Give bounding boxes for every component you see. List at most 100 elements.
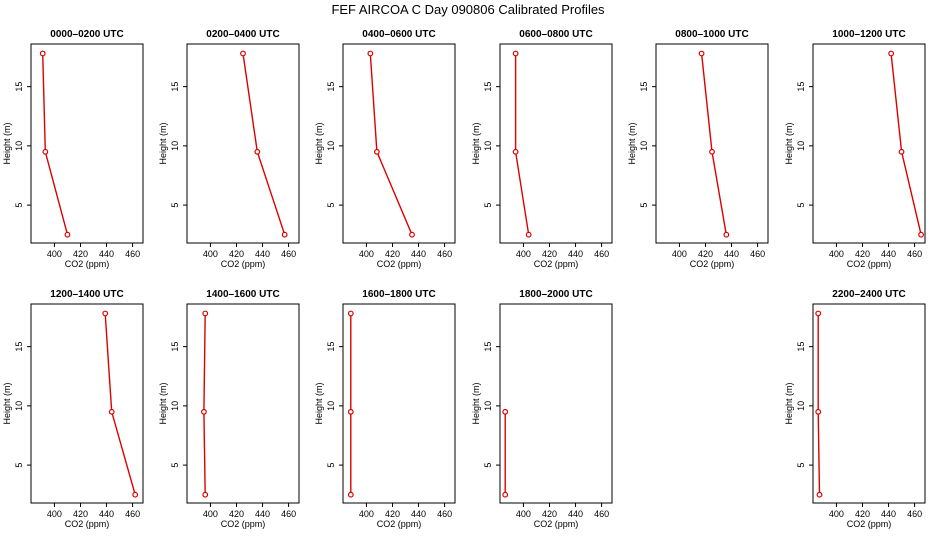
panel-title: 1200–1400 UTC [50, 289, 123, 300]
plot-frame [499, 43, 613, 244]
x-axis-label: CO2 (ppm) [847, 519, 892, 529]
x-tick-label: 440 [255, 509, 270, 519]
y-tick-label: 10 [170, 141, 180, 151]
data-point [201, 408, 207, 415]
y-tick-label: 10 [639, 141, 649, 151]
panel-title: 0000–0200 UTC [50, 29, 123, 40]
x-tick-label: 400 [829, 249, 844, 259]
x-tick-label: 400 [359, 249, 374, 259]
profile-line [514, 53, 530, 235]
data-point [709, 148, 715, 155]
x-tick-label: 460 [125, 509, 140, 519]
plot-frame [30, 303, 144, 504]
data-point [367, 50, 374, 57]
plot-frame [30, 43, 144, 244]
x-tick-label: 440 [881, 249, 896, 259]
profile-panel: 1600–1800 UTC 400 420 440 460 5 10 15 CO2 (ppm) H… [314, 289, 456, 529]
data-point [512, 148, 519, 155]
x-tick-label: 420 [229, 509, 244, 519]
x-tick-label: 400 [516, 509, 531, 519]
y-tick-label: 10 [796, 141, 806, 151]
data-point [723, 231, 730, 238]
plot-frame [812, 303, 926, 504]
panel-title: 0800–1000 UTC [675, 29, 748, 40]
x-tick-label: 400 [47, 509, 62, 519]
x-tick-label: 400 [516, 249, 531, 259]
y-tick-label: 15 [170, 342, 180, 352]
data-point [347, 408, 354, 415]
panel-title: 1000–1200 UTC [832, 29, 905, 40]
plot-frame [812, 43, 926, 244]
y-axis-label: Height (m) [158, 382, 168, 424]
x-tick-label: 440 [411, 509, 426, 519]
y-tick-label: 15 [170, 82, 180, 92]
panel-title: 1600–1800 UTC [362, 289, 435, 300]
profile-panel: 0600–0800 UTC 400 420 440 460 5 10 15 CO2 (ppm) H… [471, 29, 613, 269]
y-tick-label: 10 [14, 401, 24, 411]
x-tick-label: 440 [99, 249, 114, 259]
x-tick-label: 460 [281, 509, 296, 519]
data-point [64, 231, 71, 238]
y-tick-label: 10 [326, 401, 336, 411]
y-tick-label: 15 [796, 82, 806, 92]
profile-panel: 1000–1200 UTC 400 420 440 460 5 10 15 CO2 (ppm) H… [784, 29, 926, 269]
x-tick-label: 420 [542, 509, 557, 519]
data-point [698, 50, 705, 57]
x-tick-label: 420 [698, 249, 713, 259]
panel-grid: 0000–0200 UTC 400 420 440 460 5 10 15 CO2 (ppm) H… [2, 29, 926, 529]
x-tick-label: 460 [594, 249, 609, 259]
y-tick-label: 5 [14, 463, 24, 468]
y-axis-label: Height (m) [158, 122, 168, 164]
data-point [347, 310, 354, 317]
y-tick-label: 5 [170, 463, 180, 468]
x-axis-label: CO2 (ppm) [534, 519, 579, 529]
y-tick-label: 5 [483, 463, 493, 468]
y-tick-label: 10 [14, 141, 24, 151]
data-point [102, 310, 109, 317]
y-tick-label: 15 [326, 342, 336, 352]
y-tick-label: 5 [14, 203, 24, 208]
y-tick-label: 15 [796, 342, 806, 352]
x-tick-label: 420 [855, 249, 870, 259]
x-tick-label: 440 [255, 249, 270, 259]
x-axis-label: CO2 (ppm) [377, 259, 422, 269]
x-tick-label: 420 [73, 249, 88, 259]
profile-line [817, 313, 821, 495]
y-tick-label: 10 [483, 401, 493, 411]
profile-panel: 2200–2400 UTC 400 420 440 460 5 10 15 CO2 (ppm) H… [784, 289, 926, 529]
data-point [525, 231, 532, 238]
data-point [281, 231, 288, 238]
panel-title: 0600–0800 UTC [519, 29, 592, 40]
x-tick-label: 440 [724, 249, 739, 259]
x-axis-label: CO2 (ppm) [377, 519, 422, 529]
x-tick-label: 420 [229, 249, 244, 259]
data-point [409, 231, 415, 238]
x-axis-label: CO2 (ppm) [534, 259, 579, 269]
x-tick-label: 400 [829, 509, 844, 519]
y-tick-label: 10 [796, 401, 806, 411]
plot-frame [342, 43, 456, 244]
data-point [502, 408, 509, 415]
profile-line [369, 53, 413, 235]
y-tick-label: 5 [796, 203, 806, 208]
profile-line [890, 53, 922, 235]
x-axis-label: CO2 (ppm) [690, 259, 735, 269]
x-tick-label: 400 [47, 249, 62, 259]
y-tick-label: 15 [639, 82, 649, 92]
y-tick-label: 5 [639, 203, 649, 208]
x-tick-label: 420 [385, 249, 400, 259]
panel-title: 1400–1600 UTC [206, 289, 279, 300]
data-point [373, 148, 380, 155]
data-point [254, 148, 261, 155]
plot-frame [186, 303, 300, 504]
x-tick-label: 460 [907, 509, 922, 519]
data-point [815, 408, 822, 415]
profile-line [104, 313, 136, 495]
y-tick-label: 15 [326, 82, 336, 92]
y-axis-label: Height (m) [314, 382, 324, 424]
x-tick-label: 420 [385, 509, 400, 519]
plot-frame [342, 303, 456, 504]
x-axis-label: CO2 (ppm) [847, 259, 892, 269]
profile-panel: 0800–1000 UTC 400 420 440 460 5 10 15 CO2 (ppm) H… [627, 29, 769, 269]
x-tick-label: 460 [594, 509, 609, 519]
